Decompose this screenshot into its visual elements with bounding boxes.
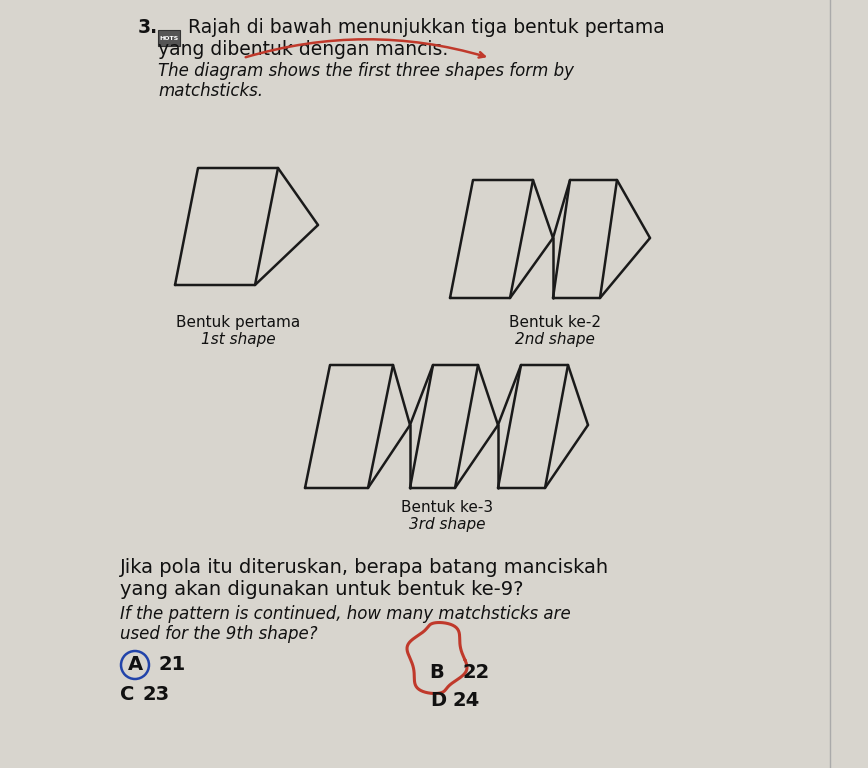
Text: HOTS: HOTS (160, 35, 179, 41)
Text: D: D (430, 690, 446, 710)
FancyBboxPatch shape (158, 30, 180, 46)
Text: yang akan digunakan untuk bentuk ke-9?: yang akan digunakan untuk bentuk ke-9? (120, 580, 523, 599)
Text: 21: 21 (158, 656, 185, 674)
Text: Rajah di bawah menunjukkan tiga bentuk pertama: Rajah di bawah menunjukkan tiga bentuk p… (188, 18, 665, 37)
Text: Jika pola itu diteruskan, berapa batang manciskah: Jika pola itu diteruskan, berapa batang … (120, 558, 609, 577)
Text: yang dibentuk dengan mancis.: yang dibentuk dengan mancis. (158, 40, 448, 59)
Text: C: C (120, 686, 135, 704)
Text: Bentuk ke-3: Bentuk ke-3 (401, 500, 493, 515)
Text: If the pattern is continued, how many matchsticks are: If the pattern is continued, how many ma… (120, 605, 571, 623)
Text: used for the 9th shape?: used for the 9th shape? (120, 625, 318, 643)
Text: The diagram shows the first three shapes form by: The diagram shows the first three shapes… (158, 62, 574, 80)
Text: 24: 24 (453, 690, 480, 710)
Text: matchsticks.: matchsticks. (158, 82, 263, 100)
Text: 1st shape: 1st shape (201, 332, 275, 347)
Text: 22: 22 (462, 663, 490, 681)
Text: 3.: 3. (138, 18, 158, 37)
Text: 2nd shape: 2nd shape (515, 332, 595, 347)
Text: 3rd shape: 3rd shape (409, 517, 485, 532)
Text: Bentuk pertama: Bentuk pertama (176, 315, 300, 330)
Text: A: A (128, 656, 142, 674)
Text: B: B (430, 663, 444, 681)
Text: 23: 23 (143, 686, 170, 704)
Text: Bentuk ke-2: Bentuk ke-2 (509, 315, 601, 330)
